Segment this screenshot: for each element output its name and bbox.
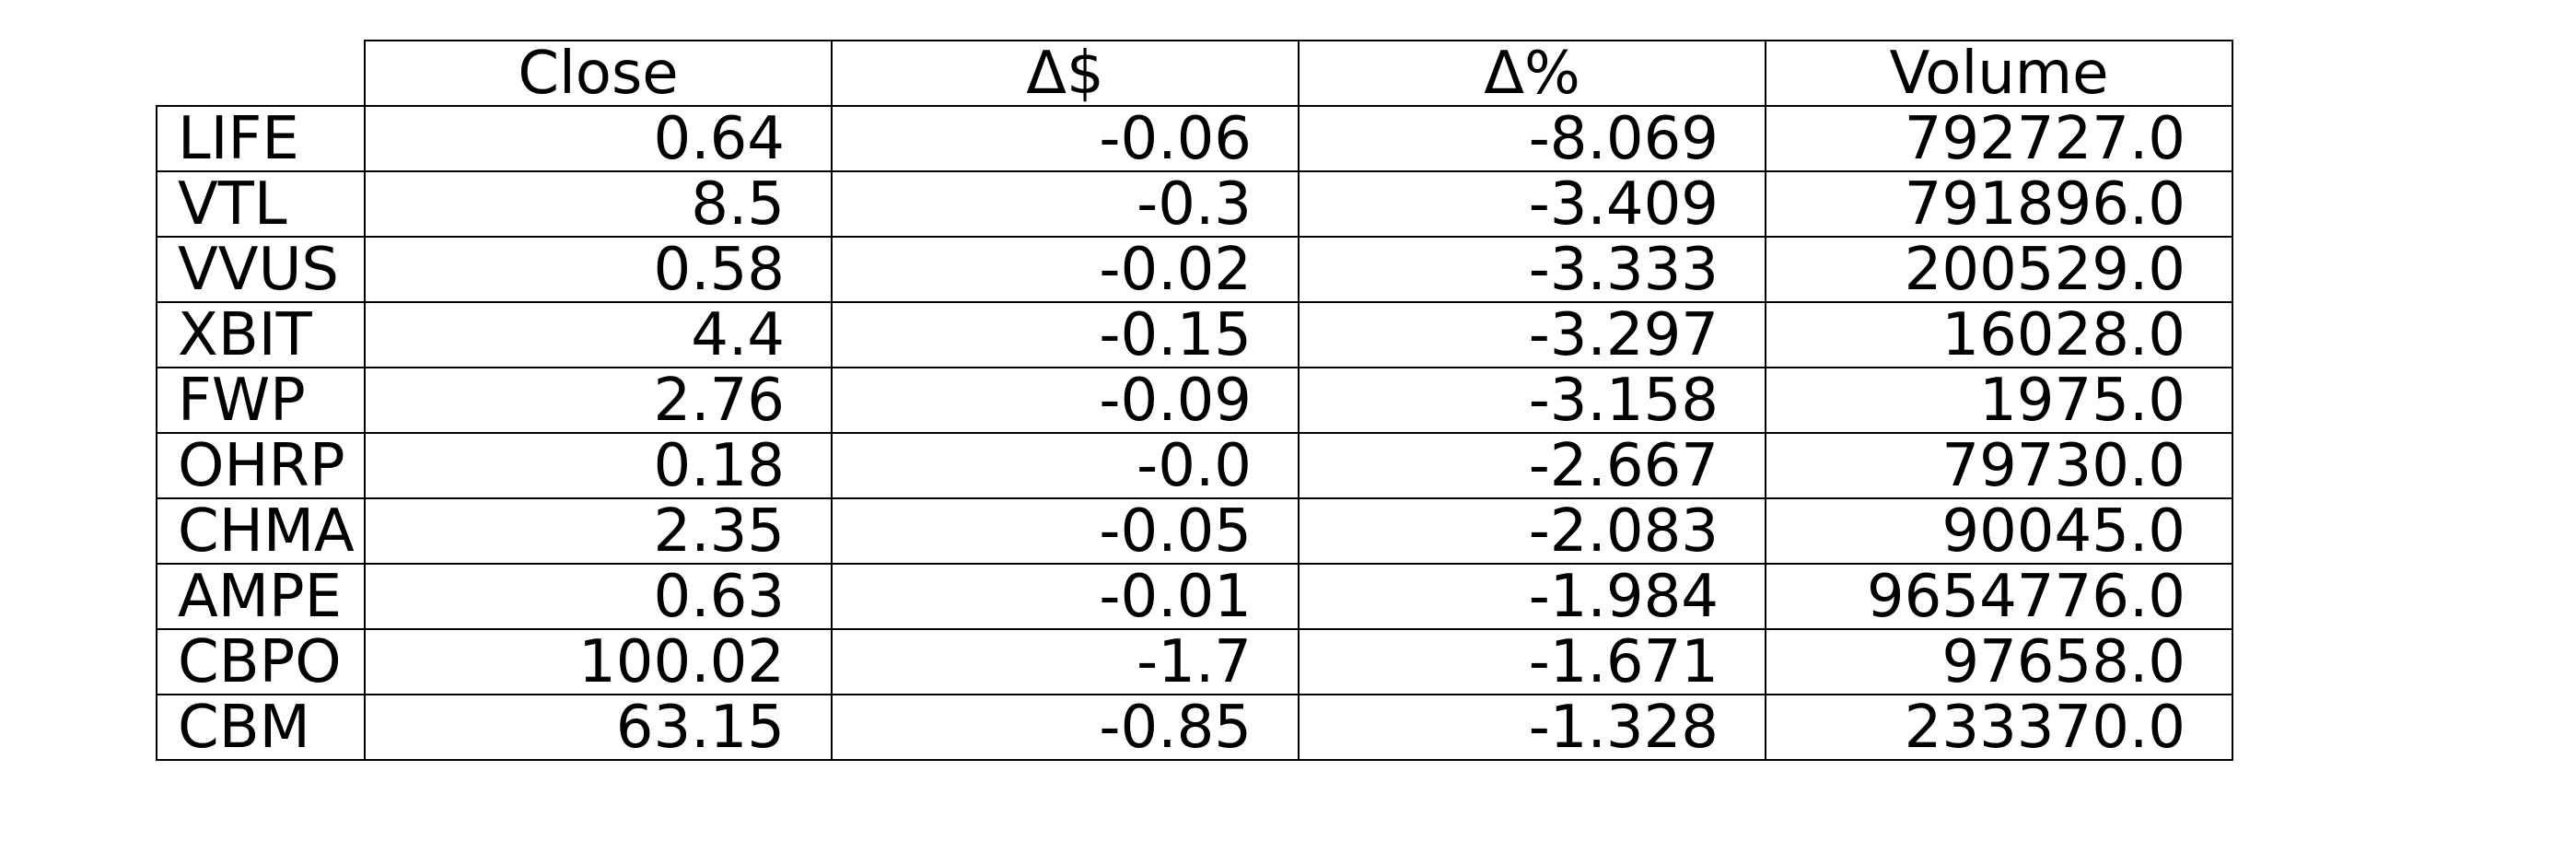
cell-delta-dollar: -0.05 [831,497,1300,565]
column-header-close: Close [364,40,833,107]
cell-volume: 791896.0 [1765,170,2233,238]
stock-table: Close Δ$ Δ% Volume LIFE 0.64 -0.06 -8.069 79… [156,40,2233,761]
cell-delta-percent: -2.083 [1298,497,1766,565]
cell-delta-percent: -1.328 [1298,694,1766,761]
cell-volume: 9654776.0 [1765,563,2233,630]
cell-delta-dollar: -0.09 [831,367,1300,434]
cell-delta-percent: -3.158 [1298,367,1766,434]
cell-volume: 79730.0 [1765,432,2233,499]
row-ticker: CHMA [156,497,366,565]
table-row: CHMA 2.35 -0.05 -2.083 90045.0 [156,497,2233,565]
column-header-delta-percent: Δ% [1298,40,1766,107]
cell-close: 0.63 [364,563,833,630]
cell-close: 0.58 [364,236,833,303]
cell-close: 0.64 [364,105,833,172]
row-ticker: VTL [156,170,366,238]
row-ticker: LIFE [156,105,366,172]
cell-delta-dollar: -0.85 [831,694,1300,761]
cell-volume: 90045.0 [1765,497,2233,565]
header-row: Close Δ$ Δ% Volume [157,40,2233,107]
cell-delta-percent: -3.297 [1298,301,1766,368]
table-row: LIFE 0.64 -0.06 -8.069 792727.0 [156,105,2233,172]
cell-close: 8.5 [364,170,833,238]
column-header-volume: Volume [1765,40,2233,107]
stock-table-container: Close Δ$ Δ% Volume LIFE 0.64 -0.06 -8.069 79… [156,40,2233,761]
cell-volume: 233370.0 [1765,694,2233,761]
table-row: OHRP 0.18 -0.0 -2.667 79730.0 [156,432,2233,499]
cell-close: 4.4 [364,301,833,368]
cell-delta-dollar: -0.02 [831,236,1300,303]
row-ticker: AMPE [156,563,366,630]
cell-delta-percent: -3.333 [1298,236,1766,303]
cell-close: 2.76 [364,367,833,434]
cell-close: 0.18 [364,432,833,499]
cell-delta-percent: -8.069 [1298,105,1766,172]
cell-volume: 792727.0 [1765,105,2233,172]
cell-close: 63.15 [364,694,833,761]
cell-delta-dollar: -0.01 [831,563,1300,630]
cell-volume: 16028.0 [1765,301,2233,368]
cell-delta-dollar: -0.15 [831,301,1300,368]
table-row: VVUS 0.58 -0.02 -3.333 200529.0 [156,236,2233,303]
cell-volume: 97658.0 [1765,628,2233,695]
column-header-delta-dollar: Δ$ [831,40,1300,107]
table-body: LIFE 0.64 -0.06 -8.069 792727.0 VTL 8.5 -0.3 -3.… [156,105,2233,761]
cell-delta-dollar: -0.3 [831,170,1300,238]
table-header: Close Δ$ Δ% Volume [157,40,2233,107]
cell-delta-percent: -3.409 [1298,170,1766,238]
row-ticker: FWP [156,367,366,434]
corner-cell [157,41,365,106]
table-row: XBIT 4.4 -0.15 -3.297 16028.0 [156,301,2233,368]
table-row: FWP 2.76 -0.09 -3.158 1975.0 [156,367,2233,434]
cell-delta-dollar: -0.0 [831,432,1300,499]
cell-delta-dollar: -1.7 [831,628,1300,695]
row-ticker: VVUS [156,236,366,303]
cell-delta-dollar: -0.06 [831,105,1300,172]
row-ticker: OHRP [156,432,366,499]
table-row: VTL 8.5 -0.3 -3.409 791896.0 [156,170,2233,238]
cell-close: 2.35 [364,497,833,565]
table-row: AMPE 0.63 -0.01 -1.984 9654776.0 [156,563,2233,630]
cell-volume: 1975.0 [1765,367,2233,434]
table-row: CBM 63.15 -0.85 -1.328 233370.0 [156,694,2233,761]
cell-delta-percent: -1.984 [1298,563,1766,630]
cell-volume: 200529.0 [1765,236,2233,303]
row-ticker: CBM [156,694,366,761]
cell-close: 100.02 [364,628,833,695]
cell-delta-percent: -1.671 [1298,628,1766,695]
table-row: CBPO 100.02 -1.7 -1.671 97658.0 [156,628,2233,695]
row-ticker: XBIT [156,301,366,368]
cell-delta-percent: -2.667 [1298,432,1766,499]
row-ticker: CBPO [156,628,366,695]
